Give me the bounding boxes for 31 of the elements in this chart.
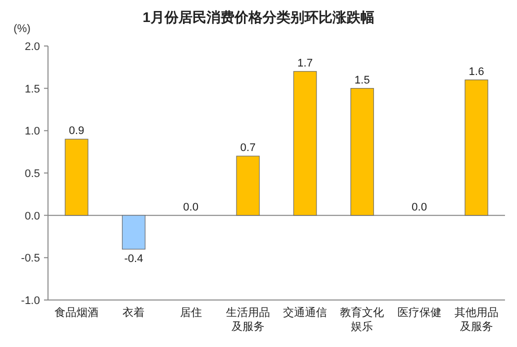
bar [64,138,88,216]
data-label: 0.7 [240,142,256,154]
y-tick-label: 0.0 [24,210,40,222]
bar [122,215,146,250]
x-tick-label: 教育文化娱乐 [340,306,384,333]
x-tick-label: 医疗保健 [397,306,442,319]
y-tick-label: 0.5 [24,168,40,180]
bar [464,80,488,216]
data-label: 0.0 [183,201,198,214]
y-tick-label: 1.0 [24,126,40,138]
bar [236,156,260,216]
x-tick-label: 其他用品及服务 [454,306,498,333]
x-tick-label: 居住 [180,307,202,319]
y-tick-label: -0.5 [21,252,40,265]
data-label: 1.5 [354,74,370,86]
x-tick-label: 衣着 [122,306,145,319]
data-label: 0.0 [412,201,427,214]
data-label: 1.6 [468,66,484,78]
y-tick-label: 2.0 [24,41,40,53]
y-axis-title: (%) [13,23,31,35]
x-tick-label: 交通通信 [283,306,328,319]
x-tick-label: 食品烟酒 [54,306,99,319]
bar [350,88,374,216]
x-tick-label: 生活用品及服务 [226,306,270,333]
data-label: 1.7 [297,57,313,70]
y-tick-label: -1.0 [21,295,40,307]
chart-title: 1月份居民消费价格分类别环比涨跌幅 [142,9,374,25]
data-label: -0.4 [124,253,144,266]
data-label: 0.9 [68,125,84,138]
bar [293,71,317,216]
y-tick-label: 1.5 [24,83,40,96]
